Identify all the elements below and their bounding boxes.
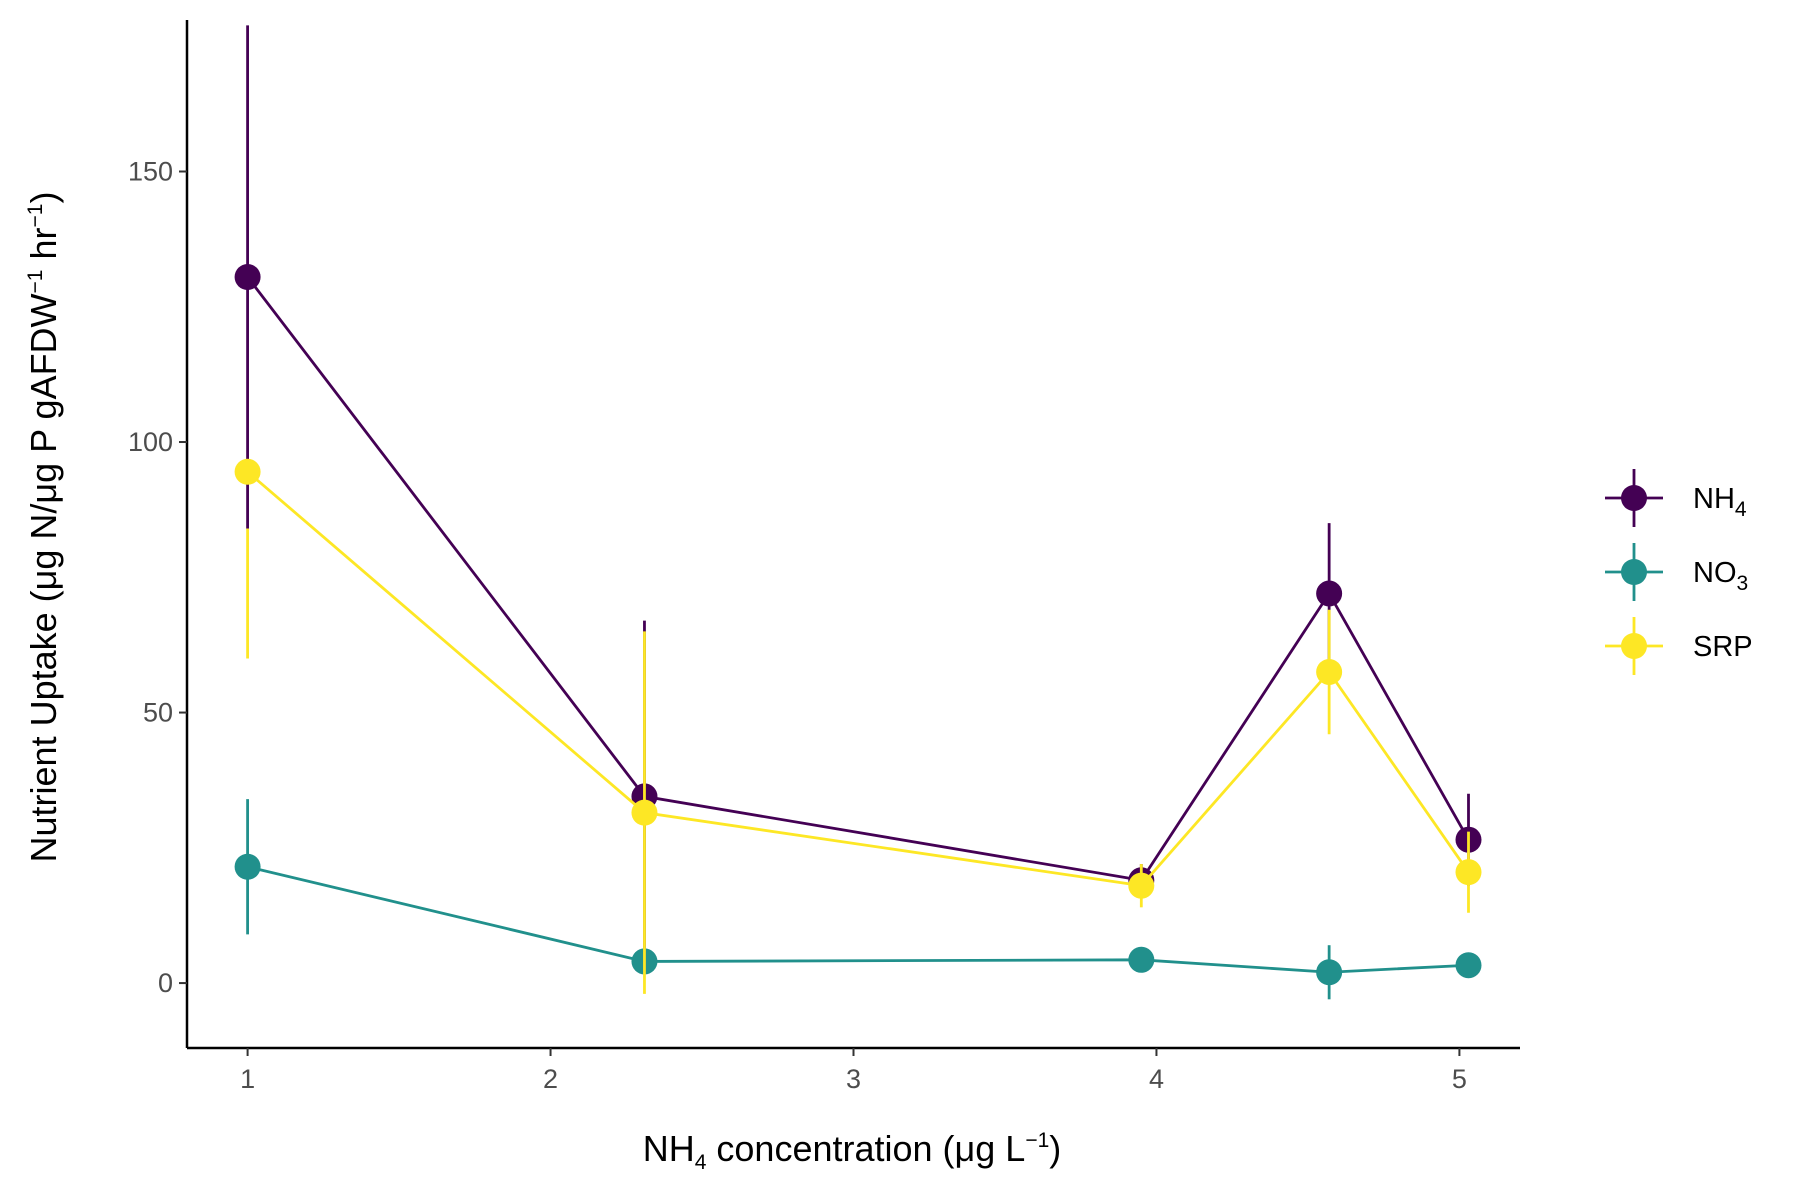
legend-key-point	[1621, 559, 1647, 585]
y-tick-label: 150	[128, 156, 173, 186]
data-point-srp	[631, 799, 658, 826]
legend-label-srp: SRP	[1693, 631, 1753, 663]
y-tick-label: 0	[158, 968, 173, 998]
x-tick-label: 3	[846, 1064, 861, 1094]
series-nh4	[234, 25, 1482, 973]
legend-item-nh4: NH4	[1605, 469, 1747, 527]
data-point-srp	[1455, 859, 1482, 886]
x-axis-title-close: )	[1049, 1128, 1061, 1169]
series-srp	[234, 458, 1482, 994]
x-axis-title: NH4 concentration (μg L−1)	[643, 1128, 1062, 1174]
series-line-nh4	[246, 276, 1470, 882]
data-point-nh4	[234, 264, 261, 290]
legend-key-point	[1621, 633, 1647, 659]
x-axis-title-rest: concentration (μg L	[706, 1128, 1025, 1169]
x-tick-label: 5	[1452, 1064, 1467, 1094]
series-line-no3	[247, 865, 1469, 974]
data-point-srp	[1128, 872, 1155, 899]
legend-label-no3: NO3	[1693, 557, 1748, 595]
axes: 0 50 100 150 1 2 3 4 5	[128, 20, 1520, 1094]
data-point-no3	[234, 853, 261, 880]
x-tick-label: 4	[1149, 1064, 1164, 1094]
x-tick-label: 2	[543, 1064, 558, 1094]
legend-label-nh4: NH4	[1693, 483, 1747, 521]
y-axis-title-sup1: −1	[24, 270, 47, 294]
y-axis-title-base: Nutrient Uptake (μg N/μg P gAFDW	[23, 293, 64, 862]
data-point-srp	[1316, 658, 1343, 685]
series-layer	[234, 25, 1482, 1000]
data-point-no3	[1128, 946, 1155, 973]
x-axis-title-sub: 4	[695, 1151, 707, 1174]
y-tick-label: 100	[128, 427, 173, 457]
y-axis-title: Nutrient Uptake (μg N/μg P gAFDW−1 hr−1)	[23, 192, 64, 863]
data-point-srp	[234, 458, 261, 485]
y-tick-label: 50	[143, 698, 173, 728]
legend-item-srp: SRP	[1605, 617, 1753, 675]
y-axis-title-sup2: −1	[24, 204, 47, 228]
y-axis-title-close: )	[23, 192, 64, 204]
y-axis-title-mid: hr	[23, 227, 64, 269]
legend-item-no3: NO3	[1605, 543, 1748, 601]
data-point-no3	[1316, 959, 1343, 986]
legend: NH4 NO3 SRP	[1605, 469, 1753, 675]
x-tick-label: 1	[240, 1064, 255, 1094]
data-point-no3	[1455, 952, 1482, 979]
series-no3	[234, 799, 1482, 1000]
x-axis-title-base: NH	[643, 1128, 695, 1169]
legend-key-point	[1621, 485, 1647, 511]
data-point-nh4	[1316, 580, 1343, 607]
series-line-srp	[246, 470, 1470, 888]
x-axis-title-sup: −1	[1025, 1129, 1049, 1152]
